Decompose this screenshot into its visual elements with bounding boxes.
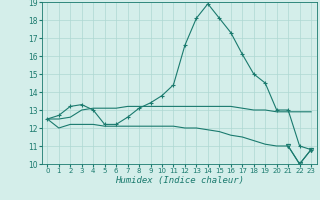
X-axis label: Humidex (Indice chaleur): Humidex (Indice chaleur) xyxy=(115,176,244,185)
